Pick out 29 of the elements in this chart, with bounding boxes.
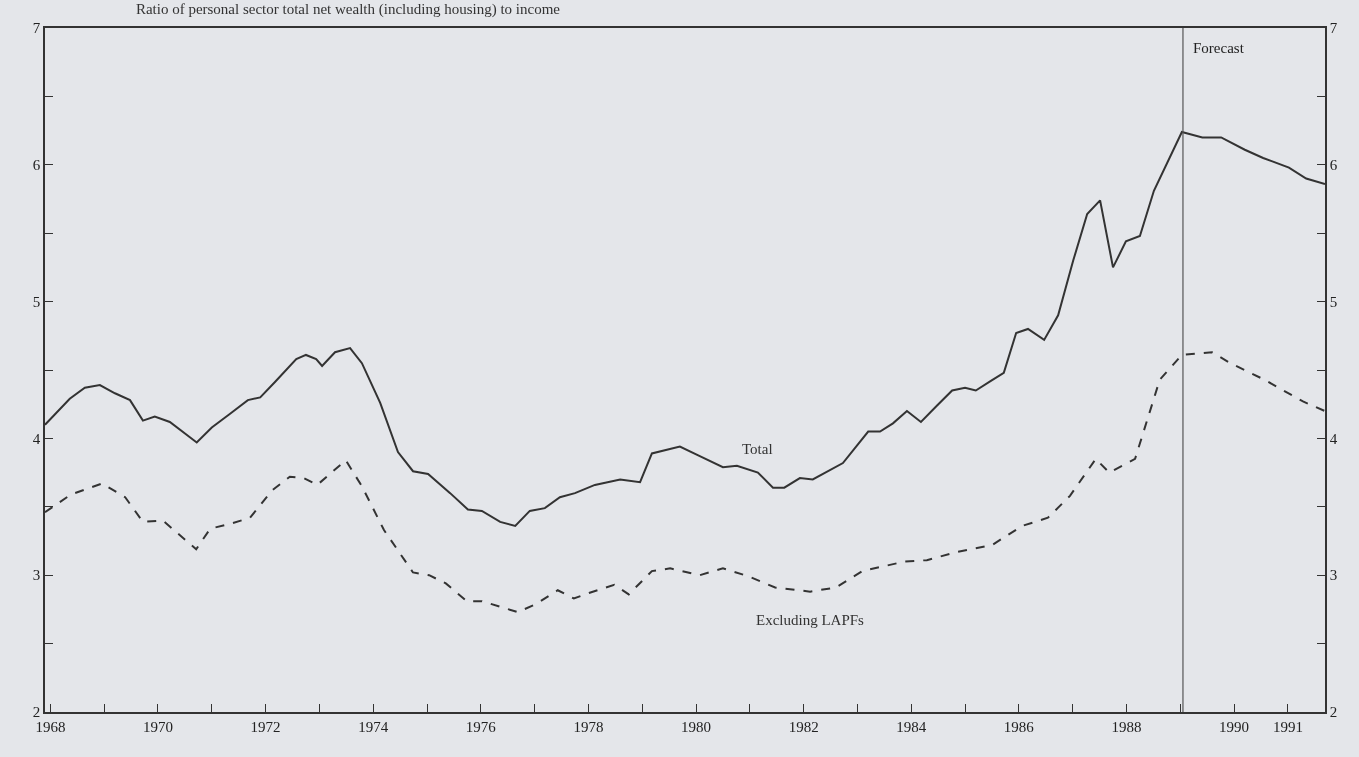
y2-tick-label: 6 <box>1329 157 1338 174</box>
x-tick-label: 1970 <box>142 718 173 735</box>
x-tick-label: 1980 <box>681 718 712 735</box>
series-label: Excluding LAPFs <box>756 612 865 628</box>
x-tick-label: 1988 <box>1111 718 1142 735</box>
x-tick-label: 1982 <box>788 718 819 735</box>
ref-line-label: Forecast <box>1193 40 1245 56</box>
series-label: Total <box>742 441 773 457</box>
x-tick-label: 1968 <box>35 718 66 735</box>
y-tick-label: 5 <box>32 293 41 310</box>
y-tick-label: 2 <box>32 704 41 721</box>
x-tick-label: 1978 <box>573 718 604 735</box>
x-tick-label: 1991 <box>1272 718 1303 735</box>
x-tick-label: 1984 <box>896 718 927 735</box>
chart-title: Ratio of personal sector total net wealth (including housing) to income <box>135 1 561 19</box>
y-tick-label: 6 <box>32 157 41 174</box>
x-tick-label: 1972 <box>250 718 281 735</box>
y2-tick-label: 3 <box>1329 567 1338 584</box>
y2-tick-label: 5 <box>1329 293 1338 310</box>
y2-tick-label: 4 <box>1329 430 1338 447</box>
y2-tick-label: 2 <box>1329 704 1338 721</box>
y-tick-label: 7 <box>32 20 41 37</box>
x-tick-label: 1990 <box>1219 718 1250 735</box>
x-tick-label: 1976 <box>465 718 497 735</box>
x-tick-label: 1986 <box>1003 718 1035 735</box>
y-tick-label: 4 <box>32 430 41 447</box>
y2-tick-label: 7 <box>1329 20 1338 37</box>
y-tick-label: 3 <box>32 567 41 584</box>
x-tick-label: 1974 <box>358 718 389 735</box>
